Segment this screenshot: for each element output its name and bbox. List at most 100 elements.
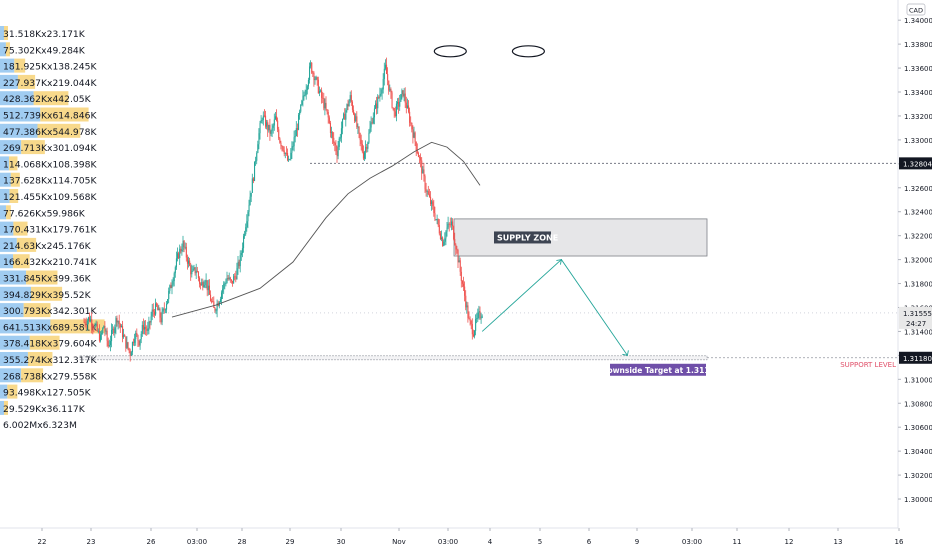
candle-body	[390, 89, 392, 93]
candle-body	[433, 205, 435, 214]
candle-body	[190, 265, 192, 275]
candle-body	[369, 127, 371, 133]
candle-body	[245, 227, 247, 235]
candle-body	[370, 122, 372, 128]
candle-body	[290, 152, 292, 160]
candle-body	[438, 225, 440, 234]
candle-body	[247, 211, 249, 222]
candle-body	[89, 317, 91, 322]
candle-body	[152, 309, 154, 312]
candle-body	[140, 333, 142, 340]
candle-body	[123, 335, 125, 338]
candle-body	[170, 285, 172, 289]
vp-row-label: 6.002Mx6.323M	[3, 420, 77, 431]
candle-body	[347, 104, 349, 107]
y-tick-label: 1.32400	[904, 209, 932, 217]
candle-body	[133, 342, 135, 343]
currency-badge[interactable]	[906, 3, 926, 16]
candle-body	[93, 327, 95, 329]
candle-body	[196, 270, 198, 273]
candle-body	[115, 318, 117, 328]
vp-row-label: 269.713Kx301.094K	[3, 143, 97, 154]
candle-body	[424, 176, 426, 190]
candle-body	[213, 301, 215, 308]
candle-body	[459, 260, 461, 272]
candle-body	[311, 62, 313, 73]
vp-sell-bar	[26, 270, 58, 285]
vp-row-label: 428.362Kx442.05K	[3, 94, 92, 105]
x-tick-label: 23	[87, 538, 96, 546]
candle-body	[172, 281, 174, 285]
candle-body	[442, 237, 444, 246]
vp-buy-bar	[0, 254, 14, 269]
moving-average-line	[171, 141, 481, 318]
candle-body	[441, 237, 443, 240]
candle-body	[425, 189, 427, 192]
candle-body	[228, 277, 230, 280]
candle-body	[235, 276, 237, 280]
price-tag-label: 1.31555	[903, 310, 932, 318]
y-tick-label: 1.32600	[904, 185, 932, 193]
candle-body	[151, 309, 153, 317]
candle-body	[107, 340, 109, 347]
candle-body	[439, 233, 441, 240]
vp-sell-bar	[21, 368, 44, 383]
volume-profile: 31.518Kx23.171K 75.302Kx49.284K 181.925Kx1…	[0, 26, 105, 431]
candle-body	[285, 152, 287, 154]
candle-body	[122, 325, 124, 338]
vp-row-label: 512.739Kx614.846K	[3, 111, 97, 122]
candle-body	[124, 335, 126, 337]
candle-body	[360, 139, 362, 144]
x-tick-label: 28	[238, 538, 247, 546]
candle-body	[300, 104, 302, 112]
candle-body	[257, 144, 259, 153]
candle-body	[182, 240, 184, 251]
candle-body	[119, 324, 121, 328]
candle-body	[414, 132, 416, 142]
vp-buy-bar	[0, 58, 15, 73]
candle-body	[423, 169, 425, 177]
candle-body	[223, 283, 225, 289]
projection-arrow-head	[556, 259, 562, 265]
x-tick-label: 9	[635, 538, 639, 546]
head-circle	[433, 45, 467, 58]
candle-body	[162, 308, 164, 312]
candle-body	[476, 317, 478, 320]
candle-body	[168, 290, 170, 300]
candle-body	[263, 115, 265, 117]
vp-buy-bar	[0, 286, 32, 301]
vp-buy-bar	[0, 352, 28, 366]
vp-buy-bar	[0, 270, 27, 285]
candle-body	[139, 339, 141, 346]
candle-body	[288, 159, 290, 161]
candle-body	[289, 159, 291, 161]
candle-body	[422, 169, 424, 174]
vp-sell-bar	[31, 286, 63, 301]
candle-body	[368, 132, 370, 143]
x-tick-label: Nov	[392, 538, 406, 546]
price-tag	[899, 351, 932, 364]
vp-sell-bar	[4, 400, 8, 415]
support-band[interactable]	[79, 355, 708, 361]
candle-body	[340, 128, 342, 138]
candle-body	[141, 324, 143, 334]
candle-body	[413, 132, 415, 138]
candle-body	[434, 213, 436, 220]
candle-body	[276, 116, 278, 121]
candle-body	[336, 151, 338, 157]
candle-body	[246, 221, 248, 228]
candle-body	[111, 329, 113, 342]
candle-body	[383, 68, 385, 80]
candle-body	[460, 271, 462, 281]
supply-zone-box[interactable]	[453, 218, 708, 257]
candle-body	[348, 101, 350, 107]
vp-buy-bar	[0, 123, 38, 138]
vp-sell-bar	[7, 384, 18, 399]
candle-body	[395, 103, 397, 117]
x-tick-label: 22	[38, 538, 47, 546]
candle-body	[208, 285, 210, 295]
candle-body	[350, 95, 352, 103]
vp-sell-bar	[13, 254, 30, 269]
vp-row-label: 477.386Kx544.978K	[3, 127, 97, 138]
